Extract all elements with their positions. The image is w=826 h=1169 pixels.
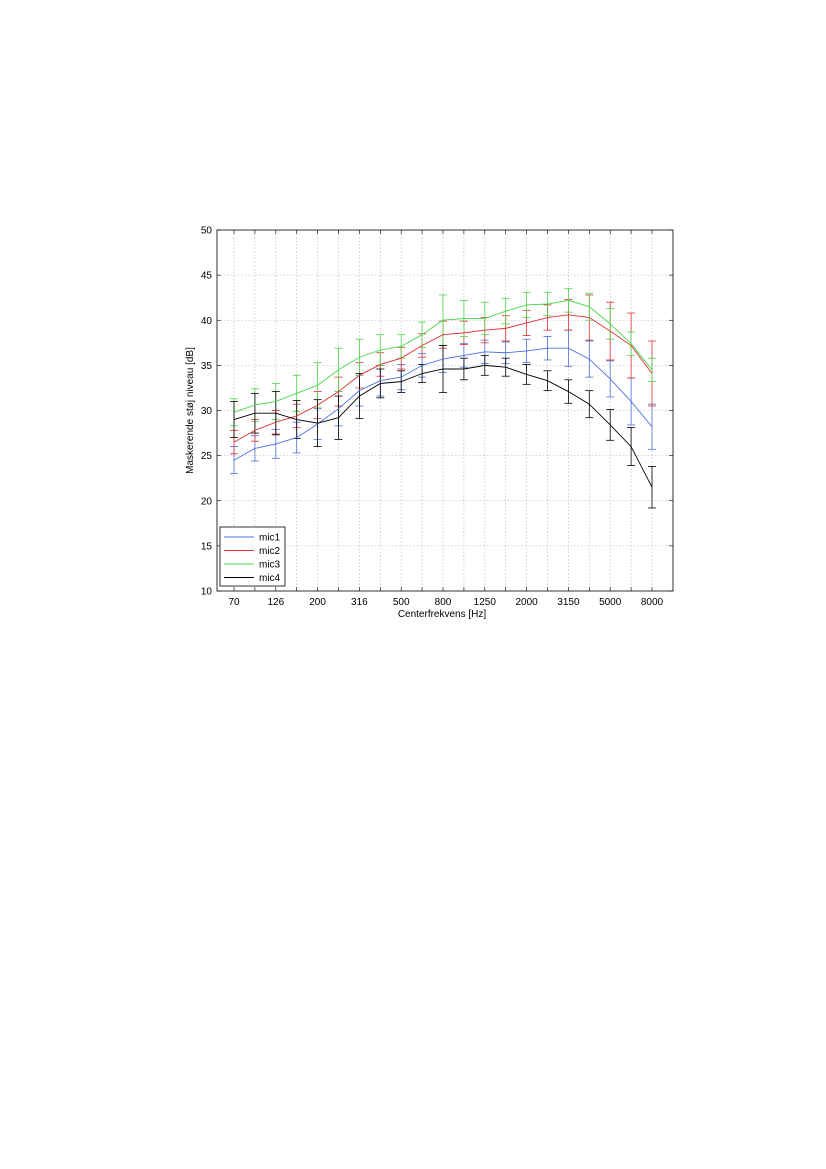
- series-lines: [233, 299, 653, 488]
- x-tick-label: 2000: [515, 597, 538, 608]
- x-tick-label: 126: [267, 597, 284, 608]
- legend-label-mic1: mic1: [259, 533, 281, 544]
- legend-label-mic3: mic3: [259, 560, 281, 571]
- legend-label-mic4: mic4: [259, 573, 281, 584]
- series-line-mic3: [233, 299, 653, 413]
- grid: [217, 230, 673, 591]
- y-axis-label: Maskerende støj niveau [dB]: [185, 347, 196, 474]
- x-tick-label: 500: [393, 597, 410, 608]
- y-tick-label: 40: [201, 316, 213, 327]
- x-tick-label: 316: [351, 597, 368, 608]
- y-tick-label: 30: [201, 406, 213, 417]
- series-line-mic2: [233, 314, 653, 443]
- error-bar-mic4: [648, 466, 656, 509]
- x-tick-label: 70: [228, 597, 240, 608]
- y-tick-label: 20: [201, 496, 213, 507]
- error-bar-mic4: [230, 401, 238, 438]
- axis-ticks: 10 15 20 25 30 35 40 45 50 70 126 200 316 500 800 1250 2…: [201, 226, 673, 608]
- y-tick-label: 10: [201, 587, 213, 598]
- x-tick-label: 800: [435, 597, 452, 608]
- y-tick-label: 25: [201, 451, 213, 462]
- x-axis-label: Centerfrekvens [Hz]: [398, 609, 487, 620]
- x-tick-label: 200: [309, 597, 326, 608]
- x-tick-label: 1250: [474, 597, 497, 608]
- legend: mic1 mic2 mic3 mic4: [219, 526, 286, 587]
- series-line-mic1: [233, 347, 653, 461]
- legend-label-mic2: mic2: [259, 546, 281, 557]
- x-tick-label: 8000: [641, 597, 664, 608]
- series-line-mic4: [233, 364, 653, 488]
- y-tick-label: 45: [201, 271, 213, 282]
- y-tick-label: 35: [201, 361, 213, 372]
- y-tick-label: 15: [201, 541, 213, 552]
- x-tick-label: 5000: [599, 597, 622, 608]
- y-tick-label: 50: [201, 226, 213, 237]
- x-tick-label: 3150: [557, 597, 580, 608]
